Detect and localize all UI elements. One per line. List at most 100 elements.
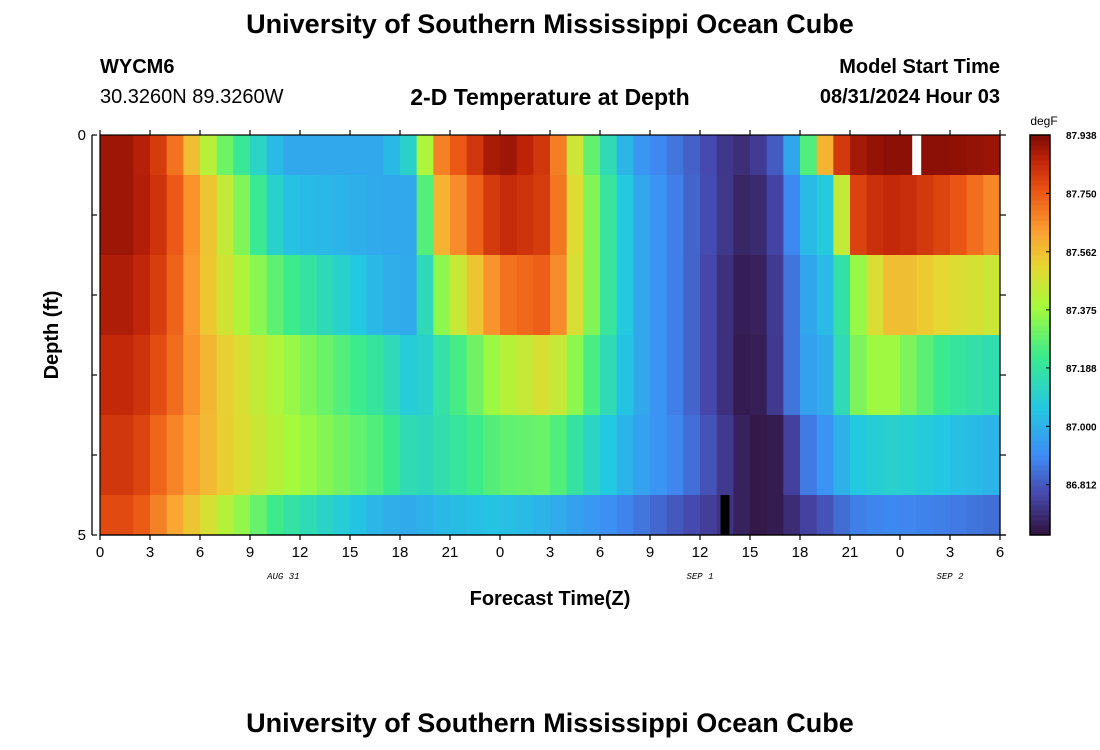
heatmap-cell bbox=[766, 415, 784, 496]
heatmap-cell bbox=[166, 495, 184, 536]
colorbar-segment bbox=[1030, 315, 1050, 321]
heatmap-cell bbox=[283, 135, 301, 176]
x-tick-label: 3 bbox=[546, 544, 554, 561]
heatmap-cell bbox=[583, 175, 601, 256]
heatmap-cell bbox=[566, 495, 584, 536]
heatmap-cell bbox=[250, 415, 268, 496]
heatmap-cell bbox=[250, 135, 268, 176]
heatmap-cell bbox=[550, 335, 568, 416]
colorbar-segment bbox=[1030, 335, 1050, 341]
colorbar-segment bbox=[1030, 255, 1050, 261]
colorbar-tick-label: 87.938 bbox=[1066, 131, 1097, 142]
colorbar-segment bbox=[1030, 215, 1050, 221]
y-tick-label: 5 bbox=[78, 527, 86, 544]
heatmap-cell bbox=[950, 335, 968, 416]
heatmap-cell bbox=[633, 175, 651, 256]
heatmap-cell bbox=[866, 135, 884, 176]
heatmap-cell bbox=[533, 135, 551, 176]
heatmap-cell bbox=[866, 335, 884, 416]
x-tick-label: 0 bbox=[896, 544, 904, 561]
colorbar-segment bbox=[1030, 180, 1050, 186]
colorbar-segment bbox=[1030, 235, 1050, 241]
heatmap-cell bbox=[966, 175, 984, 256]
y-axis: 05 bbox=[78, 127, 1006, 544]
heatmap-cell bbox=[333, 495, 351, 536]
colorbar-segment bbox=[1030, 530, 1050, 536]
colorbar-segment bbox=[1030, 330, 1050, 336]
heatmap-cell bbox=[483, 415, 501, 496]
heatmap-cell bbox=[166, 255, 184, 336]
heatmap-cell bbox=[516, 415, 534, 496]
heatmap-cell bbox=[266, 255, 284, 336]
y-tick-label: 0 bbox=[78, 127, 86, 144]
heatmap-cell bbox=[550, 175, 568, 256]
heatmap-cell bbox=[883, 335, 901, 416]
x-tick-label: 18 bbox=[792, 544, 809, 561]
heatmap-cell bbox=[716, 415, 734, 496]
heatmap-cell bbox=[500, 175, 518, 256]
heatmap-cell bbox=[116, 415, 134, 496]
colorbar-segment bbox=[1030, 140, 1050, 146]
heatmap-cells bbox=[100, 135, 1001, 536]
heatmap-cell bbox=[600, 495, 618, 536]
heatmap-cell bbox=[266, 135, 284, 176]
heatmap-cell bbox=[316, 415, 334, 496]
heatmap-cell bbox=[266, 415, 284, 496]
heatmap-cell bbox=[483, 135, 501, 176]
colorbar-segment bbox=[1030, 505, 1050, 511]
heatmap-cell bbox=[666, 135, 684, 176]
colorbar-segment bbox=[1030, 195, 1050, 201]
heatmap-cell bbox=[700, 495, 718, 536]
heatmap-cell bbox=[733, 255, 751, 336]
colorbar-segment bbox=[1030, 375, 1050, 381]
colorbar-segment bbox=[1030, 460, 1050, 466]
heatmap-cell bbox=[766, 175, 784, 256]
heatmap-cell bbox=[233, 135, 251, 176]
colorbar-segment bbox=[1030, 250, 1050, 256]
colorbar-segment bbox=[1030, 245, 1050, 251]
heatmap-cell bbox=[683, 335, 701, 416]
heatmap-cell bbox=[850, 335, 868, 416]
colorbar-segment bbox=[1030, 470, 1050, 476]
colorbar-segment bbox=[1030, 360, 1050, 366]
colorbar-segment bbox=[1030, 190, 1050, 196]
colorbar-segment bbox=[1030, 495, 1050, 501]
heatmap-cell bbox=[583, 255, 601, 336]
heatmap-cell bbox=[566, 255, 584, 336]
heatmap-cell bbox=[383, 495, 401, 536]
heatmap-cell bbox=[750, 175, 768, 256]
heatmap-cell bbox=[816, 495, 834, 536]
heatmap-cell bbox=[466, 495, 484, 536]
colorbar-segment bbox=[1030, 150, 1050, 156]
heatmap-cell bbox=[583, 415, 601, 496]
heatmap-cell bbox=[883, 175, 901, 256]
heatmap-cell bbox=[666, 175, 684, 256]
heatmap-cell bbox=[700, 335, 718, 416]
heatmap-cell bbox=[166, 415, 184, 496]
heatmap-cell bbox=[650, 135, 668, 176]
colorbar-segment bbox=[1030, 445, 1050, 451]
heatmap-cell bbox=[550, 415, 568, 496]
colorbar-segment bbox=[1030, 485, 1050, 491]
heatmap-cell bbox=[383, 255, 401, 336]
x-tick-label: 18 bbox=[392, 544, 409, 561]
heatmap-cell bbox=[200, 335, 218, 416]
heatmap-cell bbox=[150, 335, 168, 416]
heatmap-cell bbox=[333, 255, 351, 336]
heatmap-cell bbox=[100, 335, 118, 416]
heatmap-cell bbox=[166, 175, 184, 256]
heatmap-cell bbox=[216, 175, 234, 256]
colorbar-tick-label: 87.188 bbox=[1066, 364, 1097, 375]
heatmap-cell bbox=[966, 415, 984, 496]
heatmap-cell bbox=[216, 495, 234, 536]
colorbar-segment bbox=[1030, 265, 1050, 271]
colorbar-segment bbox=[1030, 440, 1050, 446]
heatmap-cell bbox=[400, 335, 418, 416]
heatmap-cell bbox=[100, 135, 118, 176]
heatmap-cell bbox=[400, 495, 418, 536]
heatmap-cell bbox=[433, 495, 451, 536]
heatmap-cell bbox=[466, 335, 484, 416]
heatmap-cell bbox=[916, 255, 934, 336]
model-start-value: 08/31/2024 Hour 03 bbox=[819, 86, 1000, 108]
